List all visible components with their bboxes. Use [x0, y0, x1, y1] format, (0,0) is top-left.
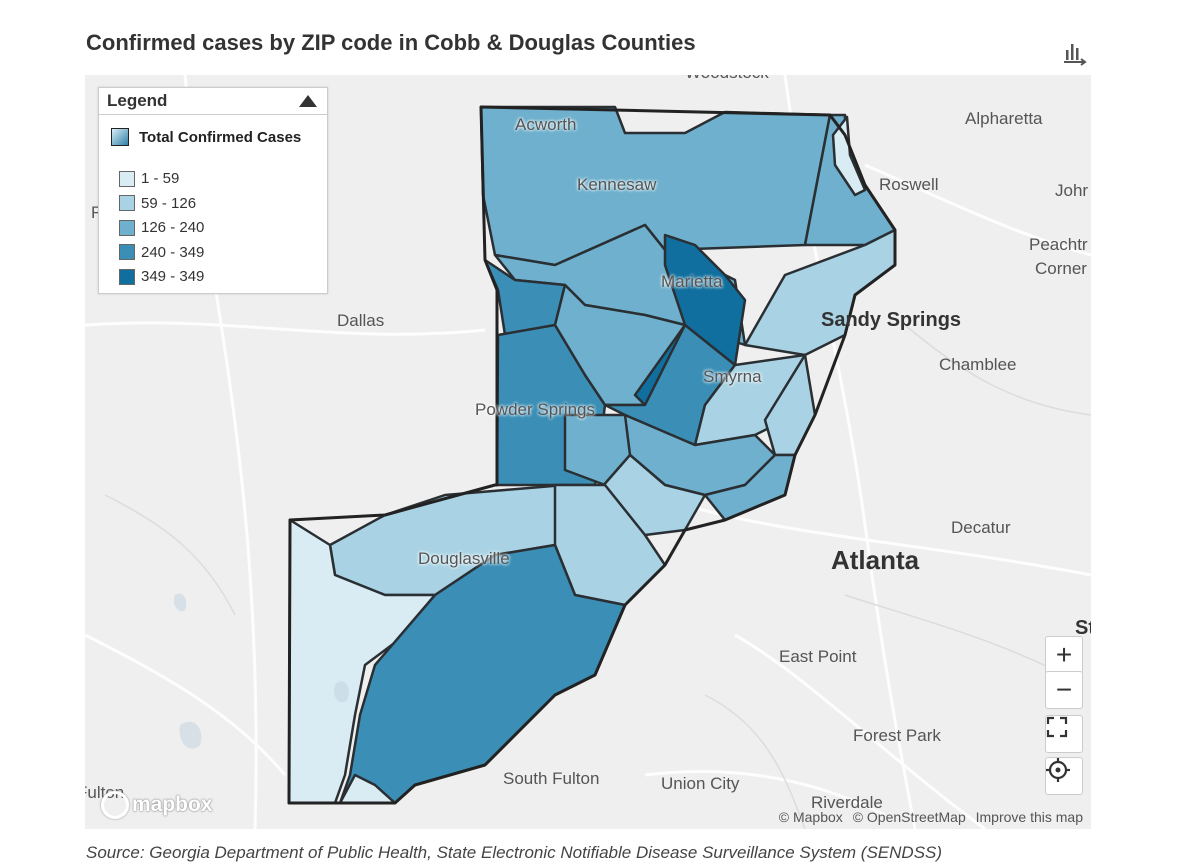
crosshair-icon	[1046, 758, 1070, 782]
place-kennesaw: Kennesaw	[577, 175, 657, 194]
place-smyrna: Smyrna	[703, 367, 762, 386]
zoom-out-button[interactable]: −	[1045, 671, 1083, 709]
attribution-mapbox-link[interactable]: © Mapbox	[778, 809, 843, 825]
map-canvas[interactable]: Woodstock Alpharetta Acworth Kennesaw Ro…	[85, 75, 1091, 829]
place-douglasville: Douglasville	[418, 549, 510, 568]
place-decatur: Decatur	[951, 518, 1011, 537]
legend-panel: Legend Total Confirmed Cases 1 - 59 59 - …	[98, 87, 328, 294]
attribution-osm-link[interactable]: © OpenStreetMap	[852, 809, 966, 825]
place-union-city: Union City	[661, 774, 740, 793]
place-riverdale: Riverdale	[811, 793, 883, 812]
source-note: Source: Georgia Department of Public Hea…	[86, 843, 943, 862]
place-south-fulton: South Fulton	[503, 769, 600, 788]
legend-class-row: 126 - 240	[119, 219, 204, 236]
legend-class-row: 1 - 59	[119, 170, 179, 187]
zoom-in-button[interactable]: +	[1045, 636, 1083, 674]
map-title: Confirmed cases by ZIP code in Cobb & Do…	[86, 30, 696, 55]
minus-icon: −	[1055, 674, 1073, 705]
legend-class-label: 126 - 240	[141, 219, 205, 236]
place-alpharetta: Alpharetta	[965, 109, 1043, 128]
legend-class-label: 349 - 349	[141, 268, 205, 285]
place-acworth: Acworth	[515, 115, 577, 134]
place-left-edge: F	[91, 203, 102, 222]
gradient-swatch-icon	[111, 128, 129, 146]
legend-class-label: 240 - 349	[141, 243, 205, 261]
place-peachtree-2: Corner	[1035, 259, 1087, 278]
map-attribution: © Mapbox © OpenStreetMap Improve this ma…	[773, 809, 1083, 825]
collapse-triangle-icon[interactable]	[299, 95, 317, 107]
legend-swatch	[119, 170, 135, 187]
legend-title: Legend	[107, 91, 168, 110]
place-peachtree-1: Peachtr	[1029, 235, 1088, 254]
place-woodstock: Woodstock	[685, 75, 769, 83]
bar-chart-arrow-icon[interactable]	[1062, 40, 1088, 66]
legend-swatch	[119, 244, 135, 260]
place-dallas: Dallas	[337, 311, 385, 330]
locate-button[interactable]	[1045, 757, 1083, 795]
legend-swatch	[119, 219, 135, 236]
legend-header[interactable]: Legend	[99, 88, 327, 115]
place-sandy-springs: Sandy Springs	[821, 309, 962, 331]
place-east-point: East Point	[779, 647, 857, 666]
place-forest-park: Forest Park	[853, 726, 941, 745]
place-johns: Johr	[1055, 181, 1089, 200]
fullscreen-icon	[1046, 716, 1068, 738]
place-powder-springs: Powder Springs	[475, 400, 596, 419]
place-st: St	[1075, 617, 1091, 639]
mapbox-logo-icon	[101, 791, 129, 819]
legend-class-row: 240 - 349	[119, 244, 204, 261]
place-roswell: Roswell	[879, 175, 939, 194]
legend-swatch	[119, 268, 135, 285]
legend-class-row: 349 - 349	[119, 268, 204, 285]
fullscreen-button[interactable]	[1045, 715, 1083, 753]
plus-icon: +	[1055, 639, 1073, 670]
place-chamblee: Chamblee	[939, 355, 1017, 374]
legend-swatch	[119, 195, 135, 211]
legend-subtitle: Total Confirmed Cases	[111, 128, 301, 146]
legend-class-label: 1 - 59	[141, 170, 180, 187]
legend-class-label: 59 - 126	[141, 194, 197, 212]
legend-class-row: 59 - 126	[119, 195, 196, 212]
place-atlanta: Atlanta	[831, 545, 920, 575]
place-marietta: Marietta	[661, 272, 723, 291]
attribution-improve-link[interactable]: Improve this map	[975, 809, 1083, 825]
mapbox-logo[interactable]: mapbox	[101, 791, 213, 819]
